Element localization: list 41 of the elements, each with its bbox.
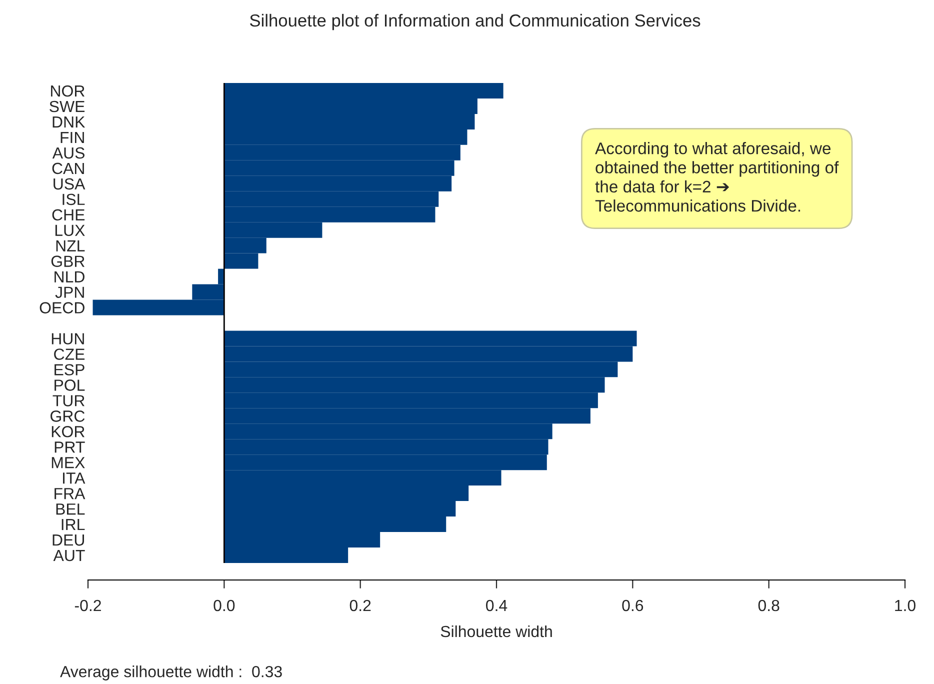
y-tick-label: FRA xyxy=(54,488,86,500)
y-tick-label: GRC xyxy=(50,410,85,422)
y-tick-label: USA xyxy=(54,178,86,190)
y-tick-label: PRT xyxy=(54,442,85,453)
y-tick-label: ISL xyxy=(62,194,85,206)
y-tick-label: JPN xyxy=(55,286,84,298)
x-tick-label: 0.8 xyxy=(758,600,780,612)
y-tick-label: OECD xyxy=(40,302,84,314)
y-tick-label: LUX xyxy=(55,224,85,236)
y-tick-label: CAN xyxy=(52,162,84,174)
y-tick-label: CHE xyxy=(52,209,85,221)
y-tick-label: TUR xyxy=(52,395,84,406)
y-tick-label: POL xyxy=(54,380,85,391)
y-tick-label: AUT xyxy=(53,550,85,562)
y-tick-label: NLD xyxy=(54,271,84,282)
y-tick-label: DEU xyxy=(52,534,84,546)
x-tick-label: 0.6 xyxy=(622,600,644,612)
y-tick-label: FIN xyxy=(60,132,84,143)
y-tick-label: IRL xyxy=(62,519,85,530)
x-axis-title: Silhouette width xyxy=(440,625,552,638)
y-tick-label: CZE xyxy=(54,348,85,360)
y-tick-label: SWE xyxy=(50,100,85,112)
y-tick-label: ITA xyxy=(63,472,86,484)
x-tick-label: 0.2 xyxy=(350,600,371,612)
y-tick-label: KOR xyxy=(52,426,84,438)
x-tick-label: 1.0 xyxy=(895,600,916,612)
y-tick-label: BEL xyxy=(56,504,85,515)
y-tick-label: MEX xyxy=(52,457,85,468)
x-tick-label: 0.0 xyxy=(214,600,235,612)
annotation: According to what aforesaid, we obtained the better partitioning of the data for k=2 ➔ Telecommunications Divide. xyxy=(595,142,839,212)
y-tick-label: NZL xyxy=(56,240,85,252)
y-tick-label: AUS xyxy=(52,147,84,159)
y-tick-label: ESP xyxy=(54,364,84,376)
y-tick-label: DNK xyxy=(52,116,86,128)
y-tick-label: GBR xyxy=(51,256,84,267)
text: Average silhouette width : 0.33 xyxy=(60,666,282,680)
y-tick-label: NOR xyxy=(51,85,84,97)
chart-title: Silhouette plot of Information and Communication Services xyxy=(250,14,700,30)
x-tick-label: 0.4 xyxy=(486,600,508,612)
y-tick-label: HUN xyxy=(52,333,84,344)
x-tick-label: -0.2 xyxy=(74,600,101,612)
